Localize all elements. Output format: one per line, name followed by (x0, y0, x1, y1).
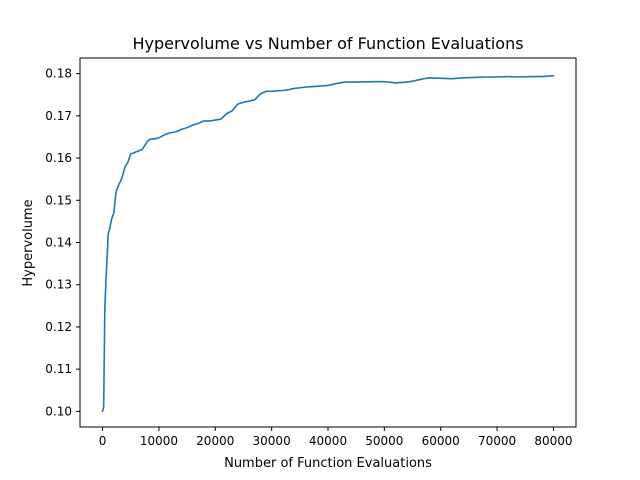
x-tick-label: 10000 (140, 434, 178, 448)
y-tick-label: 0.15 (45, 193, 72, 207)
y-tick-label: 0.12 (45, 320, 72, 334)
x-tick-label: 80000 (534, 434, 572, 448)
y-tick-label: 0.18 (45, 67, 72, 81)
x-tick-label: 40000 (309, 434, 347, 448)
axis-ticks: 0 10000 20000 30000 40000 50000 60000 70000 8000… (45, 67, 572, 448)
x-tick-label: 70000 (478, 434, 516, 448)
y-tick-label: 0.10 (45, 404, 72, 418)
x-axis-label: Number of Function Evaluations (224, 456, 432, 471)
y-tick-label: 0.14 (45, 236, 72, 250)
x-tick-label: 50000 (365, 434, 403, 448)
x-tick-label: 0 (99, 434, 107, 448)
plot-area (101, 74, 555, 413)
series-line (101, 74, 555, 413)
axes-frame (79, 57, 577, 428)
y-tick-label: 0.11 (45, 362, 72, 376)
y-tick-label: 0.16 (45, 151, 72, 165)
x-tick-label: 30000 (253, 434, 291, 448)
x-tick-label: 60000 (422, 434, 460, 448)
y-tick-label: 0.17 (45, 109, 72, 123)
y-axis-label: Hypervolume (21, 199, 36, 286)
x-tick-label: 20000 (196, 434, 234, 448)
chart-title: Hypervolume vs Number of Function Evalua… (132, 34, 523, 53)
y-tick-label: 0.13 (45, 278, 72, 292)
